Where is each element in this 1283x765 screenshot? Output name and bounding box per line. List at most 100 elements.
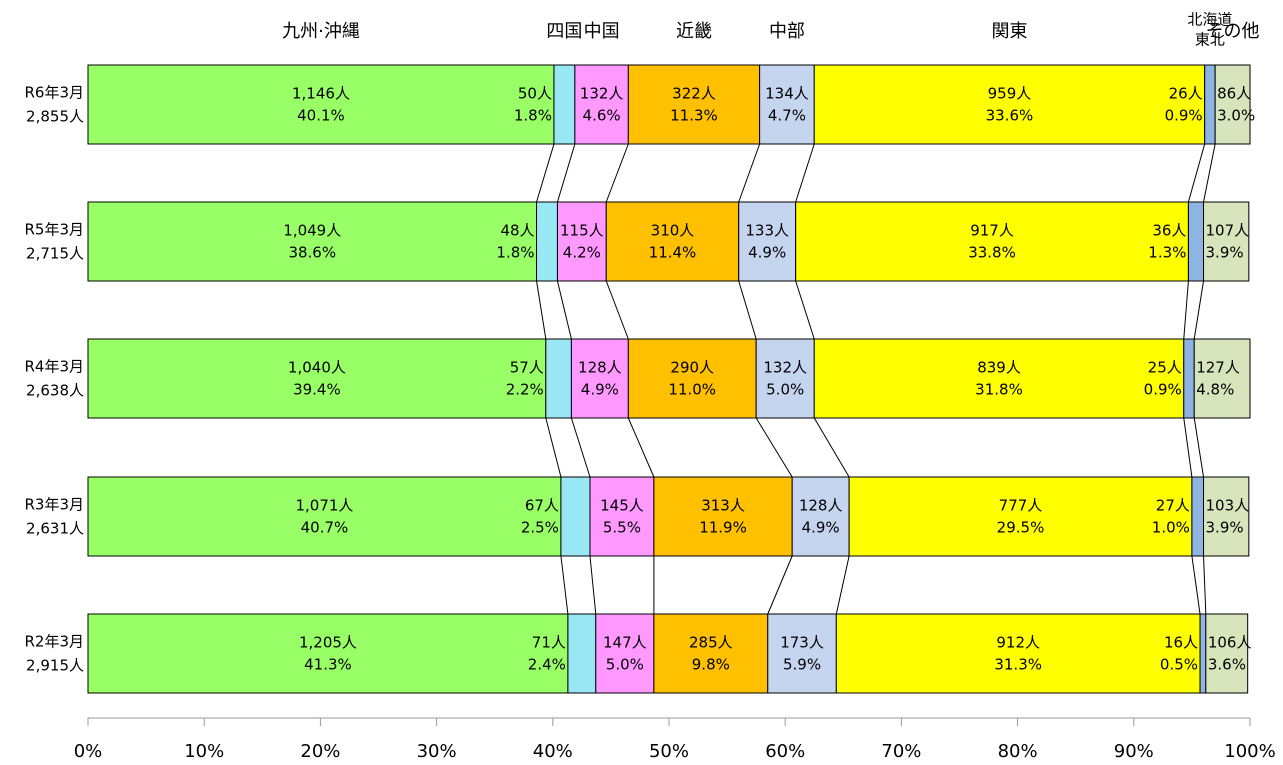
bar-segment <box>627 64 761 145</box>
legend-label: 九州·沖縄 <box>282 21 360 42</box>
percent-label: 1.3% <box>1148 244 1186 262</box>
count-label: 147人 <box>603 634 647 652</box>
bar-segment <box>813 64 1206 145</box>
connector <box>1193 280 1205 340</box>
count-label: 310人 <box>651 222 695 240</box>
bar-segment <box>553 64 576 145</box>
count-label: 133人 <box>745 222 789 240</box>
connector <box>627 417 655 478</box>
x-tick-label: 60% <box>765 741 805 762</box>
connector <box>536 280 547 340</box>
bar-segment <box>848 476 1193 557</box>
percent-label: 33.6% <box>986 107 1034 125</box>
percent-label: 3.0% <box>1217 107 1255 125</box>
bar-segment <box>1203 201 1250 282</box>
count-label: 27人 <box>1156 497 1190 515</box>
bar-segment <box>1183 338 1195 419</box>
bar-segment <box>87 338 547 419</box>
connector <box>738 143 761 203</box>
row-total: 2,631人 <box>26 520 84 538</box>
percent-label: 31.3% <box>994 656 1042 674</box>
connector <box>835 555 850 615</box>
count-label: 1,040人 <box>288 359 346 377</box>
x-tick-label: 40% <box>533 741 573 762</box>
connector <box>545 417 562 478</box>
count-label: 285人 <box>689 634 733 652</box>
bar-segment <box>627 338 757 419</box>
count-label: 134人 <box>765 85 809 103</box>
percent-label: 3.9% <box>1206 519 1244 537</box>
legend-label: その他 <box>1206 21 1260 42</box>
count-label: 106人 <box>1208 634 1252 652</box>
bar-segment <box>536 201 558 282</box>
count-label: 128人 <box>578 359 622 377</box>
percent-label: 40.7% <box>301 519 349 537</box>
row-label: R2年3月 <box>24 633 84 651</box>
legend-label: 四国 <box>546 21 582 42</box>
count-label: 57人 <box>510 359 544 377</box>
percent-label: 4.2% <box>563 244 601 262</box>
count-label: 132人 <box>580 85 624 103</box>
percent-label: 29.5% <box>997 519 1045 537</box>
bar-segment <box>545 338 572 419</box>
percent-label: 3.6% <box>1208 656 1246 674</box>
connector <box>795 280 815 340</box>
percent-label: 31.8% <box>975 381 1023 399</box>
count-label: 26人 <box>1169 85 1203 103</box>
percent-label: 2.5% <box>521 519 559 537</box>
row-total: 2,638人 <box>26 382 84 400</box>
bar-segment <box>605 201 740 282</box>
row-label: R4年3月 <box>24 358 84 376</box>
percent-label: 4.9% <box>581 381 619 399</box>
percent-label: 39.4% <box>293 381 341 399</box>
percent-label: 9.8% <box>692 656 730 674</box>
x-tick-label: 50% <box>649 741 689 762</box>
count-label: 16人 <box>1164 634 1198 652</box>
connector <box>1191 555 1201 615</box>
percent-label: 5.0% <box>766 381 804 399</box>
bar-segment <box>560 476 591 557</box>
count-label: 173人 <box>780 634 824 652</box>
bar-segment <box>795 201 1189 282</box>
percent-label: 11.9% <box>699 519 747 537</box>
legend-label: 近畿 <box>676 21 712 42</box>
x-tick-label: 20% <box>300 741 340 762</box>
x-tick-label: 30% <box>417 741 457 762</box>
count-label: 36人 <box>1152 222 1186 240</box>
bar-segment <box>767 613 837 694</box>
bar-segment <box>1203 476 1250 557</box>
percent-label: 33.8% <box>968 244 1016 262</box>
connector <box>1183 417 1193 478</box>
percent-label: 4.9% <box>802 519 840 537</box>
bar-segment <box>87 201 538 282</box>
connector <box>556 280 572 340</box>
bar-segment <box>574 64 629 145</box>
x-tick-label: 80% <box>998 741 1038 762</box>
percent-label: 0.9% <box>1165 107 1203 125</box>
count-label: 115人 <box>560 222 604 240</box>
count-label: 25人 <box>1148 359 1182 377</box>
bar-segment <box>653 613 769 694</box>
connector <box>813 417 850 478</box>
count-label: 71人 <box>532 634 566 652</box>
row-label: R6年3月 <box>24 84 84 102</box>
bar-segment <box>570 338 629 419</box>
count-label: 1,071人 <box>295 497 353 515</box>
row-total: 2,915人 <box>26 657 84 675</box>
connector <box>560 555 569 615</box>
percent-label: 41.3% <box>304 656 352 674</box>
bar-segment <box>87 64 555 145</box>
row-total: 2,855人 <box>26 108 84 126</box>
bar-segment <box>1214 64 1251 145</box>
connector <box>1183 280 1189 340</box>
count-label: 917人 <box>970 222 1014 240</box>
count-label: 322人 <box>672 85 716 103</box>
percent-label: 0.5% <box>1160 656 1198 674</box>
percent-label: 4.8% <box>1196 381 1234 399</box>
count-label: 145人 <box>600 497 644 515</box>
connector <box>556 143 576 203</box>
percent-label: 5.5% <box>603 519 641 537</box>
bar-segment <box>589 476 655 557</box>
count-label: 50人 <box>518 85 552 103</box>
